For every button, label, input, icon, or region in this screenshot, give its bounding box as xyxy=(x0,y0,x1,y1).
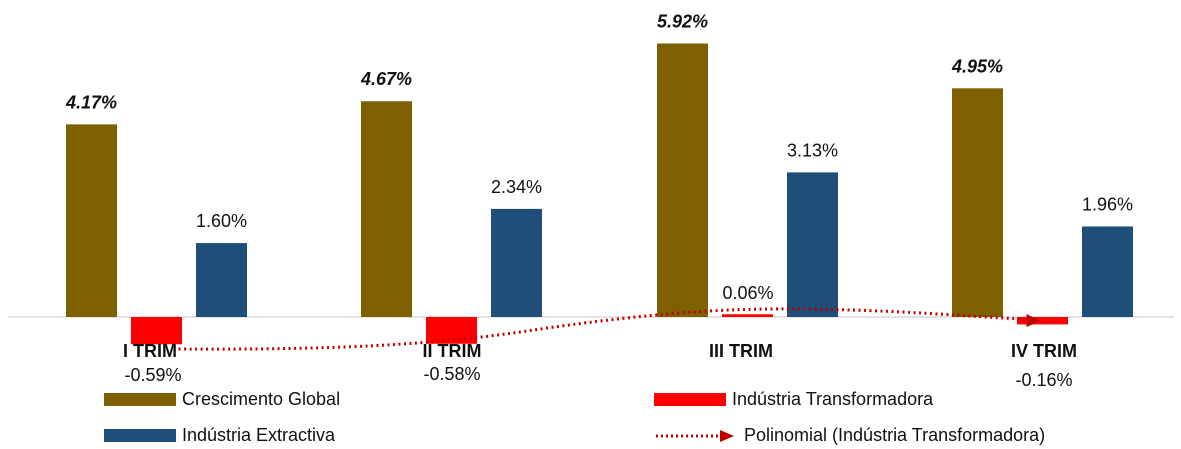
legend-polinomial: Polinomial (Indústria Transformadora) xyxy=(654,425,1045,446)
labels-layer: 4.17% 4.67% 5.92% 4.95% 1.60% 2.34% 3.13% 1.96%… xyxy=(65,11,1133,390)
legend-swatch-transformadora xyxy=(654,393,726,406)
trendline-arrowhead xyxy=(1026,314,1041,327)
bar-3-4 xyxy=(1082,226,1133,317)
legend-trendline-icon xyxy=(656,429,734,442)
bar-1-3 xyxy=(657,43,708,317)
bar-2-4 xyxy=(1017,317,1068,325)
legend-label-crescimento: Crescimento Global xyxy=(182,389,341,409)
legend-label-transformadora: Indústria Transformadora xyxy=(732,389,934,409)
legend-crescimento-global: Crescimento Global xyxy=(104,389,340,410)
data-label-extractiva-1: 1.60% xyxy=(196,211,247,231)
data-label-transformadora-2: -0.58% xyxy=(423,364,480,384)
data-label-global-2: 4.67% xyxy=(360,69,412,89)
data-label-transformadora-4: -0.16% xyxy=(1015,370,1072,390)
category-label-4: IV TRIM xyxy=(1011,341,1077,361)
data-label-global-4: 4.95% xyxy=(951,56,1003,76)
data-label-global-1: 4.17% xyxy=(65,92,117,112)
data-label-transformadora-3: 0.06% xyxy=(722,283,773,303)
bar-2-3 xyxy=(722,314,773,317)
legend-industria-extractiva: Indústria Extractiva xyxy=(104,425,335,446)
bar-1-1 xyxy=(66,124,117,317)
category-label-3: III TRIM xyxy=(709,341,773,361)
legend-industria-transformadora: Indústria Transformadora xyxy=(654,389,933,410)
bar-2-2 xyxy=(426,317,477,344)
legend-swatch-extractiva xyxy=(104,429,176,442)
data-label-transformadora-1: -0.59% xyxy=(124,365,181,385)
data-label-extractiva-4: 1.96% xyxy=(1082,194,1133,214)
legend-label-polinomial: Polinomial (Indústria Transformadora) xyxy=(744,425,1046,445)
bar-3-2 xyxy=(491,208,542,317)
bar-3-1 xyxy=(196,243,247,317)
legend-swatch-crescimento xyxy=(104,393,176,406)
trendline-layer xyxy=(178,307,1041,351)
legend-label-extractiva: Indústria Extractiva xyxy=(182,425,336,445)
data-label-extractiva-3: 3.13% xyxy=(787,140,838,160)
bar-2-1 xyxy=(131,317,182,345)
data-label-global-3: 5.92% xyxy=(657,11,708,31)
bar-1-2 xyxy=(361,101,412,317)
bar-3-3 xyxy=(787,172,838,317)
bar-1-4 xyxy=(952,88,1003,317)
category-label-2: II TRIM xyxy=(423,341,482,361)
bars-layer xyxy=(8,43,1174,345)
trendline-curve xyxy=(178,307,1039,351)
data-label-extractiva-2: 2.34% xyxy=(491,177,542,197)
category-label-1: I TRIM xyxy=(123,341,177,361)
